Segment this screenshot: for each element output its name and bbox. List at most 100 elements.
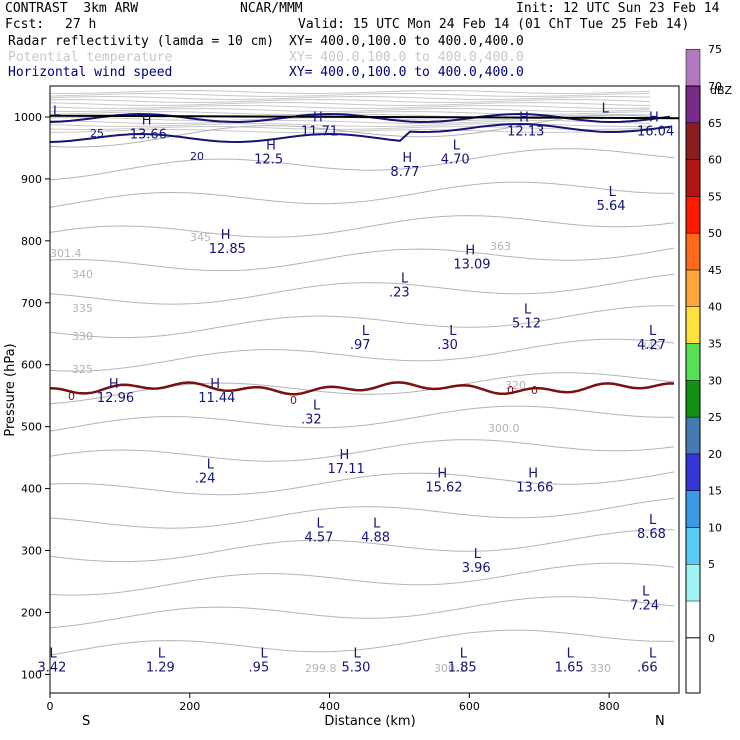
colorbar-swatch bbox=[685, 306, 701, 344]
extremum-marker: L bbox=[602, 101, 610, 116]
theta-contour-label: 363 bbox=[490, 240, 511, 253]
colorbar-tick-label: 70 bbox=[708, 80, 722, 93]
x-end-label-north: N bbox=[655, 714, 665, 729]
colorbar-tick-label: 65 bbox=[708, 117, 722, 130]
extremum-marker: L bbox=[460, 646, 468, 661]
extremum-marker: L bbox=[449, 324, 457, 339]
freezing-level-label: 0 bbox=[531, 384, 538, 397]
theta-contour-label: 330 bbox=[590, 662, 611, 675]
colorbar-swatch bbox=[685, 196, 701, 234]
extremum-value: 11.71 bbox=[301, 125, 338, 140]
extremum-value: 16.04 bbox=[637, 125, 674, 140]
colorbar-swatch bbox=[685, 453, 701, 491]
extremum-marker: L bbox=[207, 457, 215, 472]
wind-speed-contour bbox=[49, 122, 671, 144]
field-1-xy: XY= 400.0,100.0 to 400.0,400.0 bbox=[289, 34, 524, 49]
extremum-value: 4.57 bbox=[304, 530, 333, 545]
x-tick-label: 600 bbox=[459, 700, 480, 713]
colorbar-unit: dBZ bbox=[710, 84, 733, 97]
field-3-name: Horizontal wind speed bbox=[8, 65, 173, 80]
extremum-marker: H bbox=[109, 377, 119, 392]
extremum-marker: H bbox=[437, 467, 447, 482]
extremum-marker: L bbox=[474, 547, 482, 562]
extremum-value: .97 bbox=[350, 338, 371, 353]
extremum-marker: H bbox=[142, 114, 152, 129]
y-tick-label: 400 bbox=[21, 483, 42, 496]
colorbar-swatch bbox=[685, 563, 701, 602]
extremum-value: 13.66 bbox=[516, 481, 553, 496]
colorbar-swatch bbox=[685, 380, 701, 418]
theta-stripe bbox=[49, 120, 651, 124]
theta-contour bbox=[49, 529, 675, 563]
extremum-value: 12.5 bbox=[254, 152, 283, 167]
extremum-value: 1.85 bbox=[448, 660, 477, 675]
theta-contour bbox=[49, 181, 674, 208]
extremum-value: 12.96 bbox=[97, 391, 134, 406]
theta-contour bbox=[49, 596, 675, 629]
extremum-value: 13.09 bbox=[453, 258, 490, 273]
extremum-value: 15.62 bbox=[425, 481, 462, 496]
x-tick-label: 800 bbox=[599, 700, 620, 713]
field-2-xy: XY= 400.0,100.0 to 400.0,400.0 bbox=[289, 50, 524, 65]
extremum-marker: L bbox=[354, 646, 362, 661]
theta-stripe bbox=[49, 96, 651, 100]
x-end-label-south: S bbox=[82, 714, 90, 729]
extremum-value: 5.30 bbox=[342, 660, 371, 675]
theta-contour-label: 320 bbox=[505, 379, 526, 392]
extremum-marker: L bbox=[609, 185, 617, 200]
wind-speed-contour-label: 20 bbox=[190, 150, 204, 163]
wind-speed-contour-label: 25 bbox=[90, 127, 104, 140]
colorbar-tick-label: 0 bbox=[708, 632, 715, 645]
extremum-marker: L bbox=[158, 646, 166, 661]
colorbar-swatch bbox=[685, 343, 701, 381]
extremum-marker: L bbox=[642, 584, 650, 599]
y-tick-label: 600 bbox=[21, 359, 42, 372]
contour-labels: 25 20 345 340 335 330 325 320 300.0 299.8 300.1 330… bbox=[50, 127, 661, 675]
ground-line bbox=[49, 114, 680, 120]
extremum-marker: L bbox=[362, 324, 370, 339]
y-tick-label: 300 bbox=[21, 545, 42, 558]
extremum-marker: L bbox=[649, 324, 657, 339]
y-tick-label: 200 bbox=[21, 606, 42, 619]
theta-stripe bbox=[49, 89, 651, 94]
theta-stripe bbox=[49, 105, 651, 109]
theta-contour-label: 335 bbox=[72, 302, 93, 315]
extremum-value: 4.27 bbox=[637, 338, 666, 353]
extremum-marker: H bbox=[465, 244, 475, 259]
colorbar-swatch bbox=[685, 527, 701, 565]
theta-contour-label: 340 bbox=[72, 268, 93, 281]
extremum-marker: H bbox=[340, 448, 350, 463]
colorbar-swatch bbox=[685, 122, 701, 160]
theta-contour bbox=[49, 273, 675, 305]
extremum-value: 8.77 bbox=[390, 165, 419, 180]
extremum-marker: H bbox=[210, 377, 220, 392]
extremum-marker: H bbox=[519, 111, 529, 126]
theta-contour bbox=[49, 247, 675, 272]
colorbar-swatch bbox=[685, 637, 701, 694]
field-1-name: Radar reflectivity (lamda = 10 cm) bbox=[8, 34, 275, 49]
extremum-value: .66 bbox=[637, 660, 658, 675]
theta-stripe bbox=[49, 107, 651, 112]
potential-temperature-contours bbox=[49, 114, 675, 656]
x-axis-label: Distance (km) bbox=[324, 714, 415, 729]
extremum-marker: L bbox=[524, 303, 532, 318]
y-tick-label: 500 bbox=[21, 421, 42, 434]
extremum-value: 1.29 bbox=[146, 660, 175, 675]
y-tick-label: 100 bbox=[21, 668, 42, 681]
colorbar-tick-label: 15 bbox=[708, 485, 722, 498]
extremum-marker: L bbox=[401, 272, 409, 287]
x-tick-label: 200 bbox=[179, 700, 200, 713]
colorbar-tick-label: 60 bbox=[708, 154, 722, 167]
theta-contour bbox=[49, 629, 675, 656]
colorbar-swatch bbox=[685, 416, 701, 455]
theta-contour bbox=[49, 471, 675, 496]
extremum-value: 5.12 bbox=[512, 317, 541, 332]
y-tick-label: 900 bbox=[21, 173, 42, 186]
theta-contour-label: 301.4 bbox=[50, 247, 82, 260]
extremum-marker: L bbox=[649, 513, 657, 528]
extremum-marker: L bbox=[453, 138, 461, 153]
extremum-marker: H bbox=[402, 151, 412, 166]
extremum-marker: H bbox=[313, 111, 323, 126]
theta-contour-label: 325 bbox=[72, 363, 93, 376]
